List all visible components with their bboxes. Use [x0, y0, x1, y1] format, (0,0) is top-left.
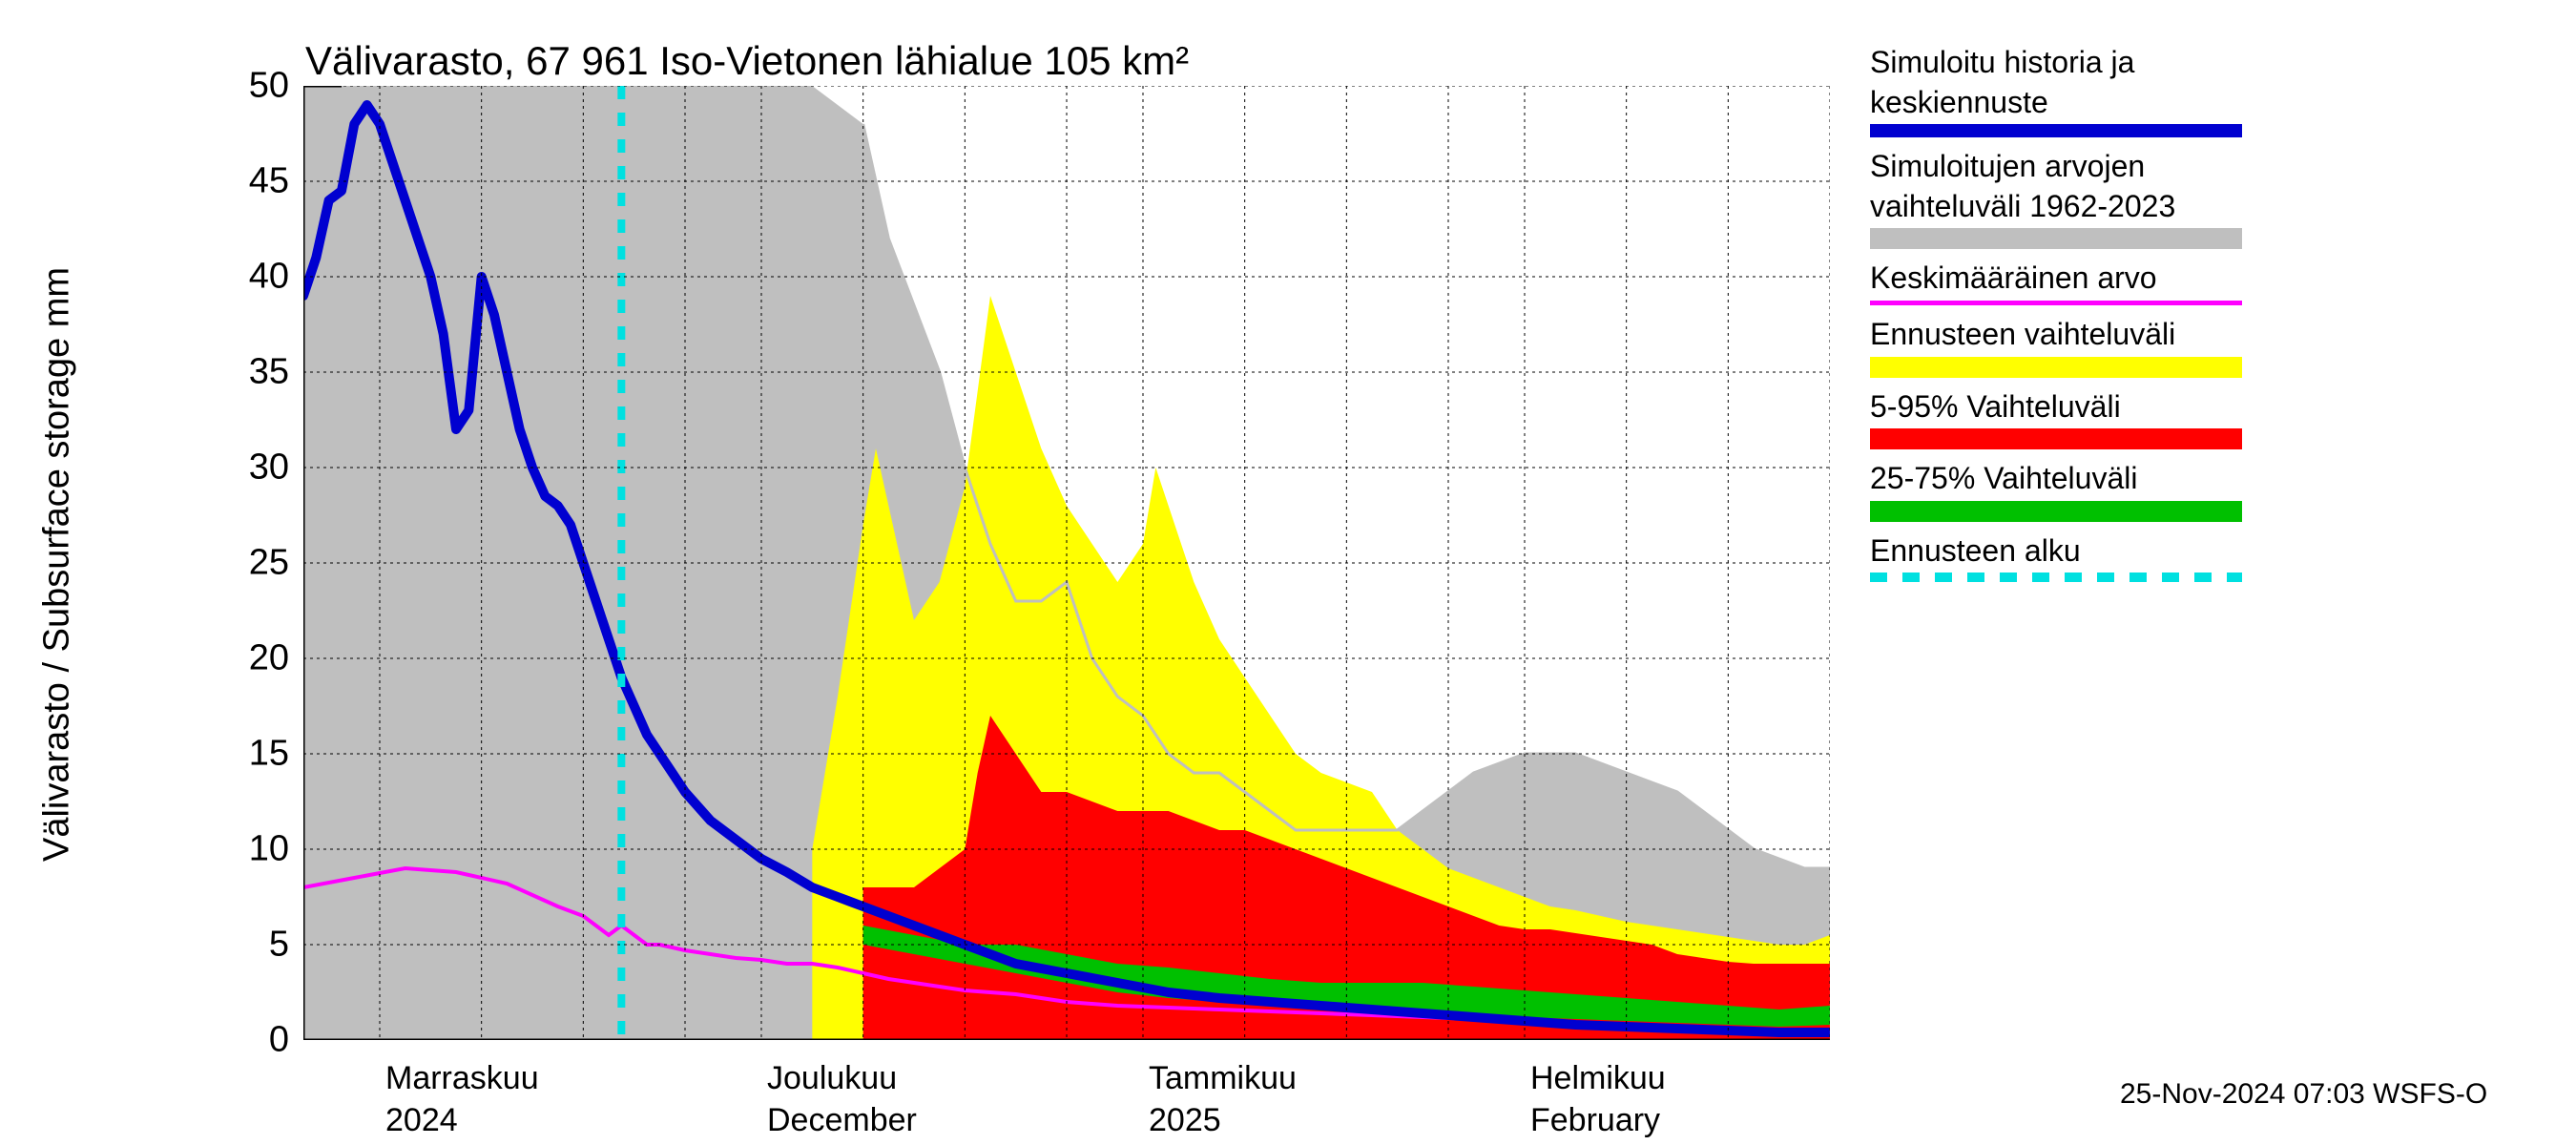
- y-axis-label: Välivarasto / Subsurface storage mm: [37, 231, 78, 899]
- legend-swatch: [1870, 428, 2242, 449]
- y-tick-label: 50: [237, 66, 289, 107]
- legend-label: Keskimääräinen arvo: [1870, 259, 2271, 299]
- legend-label: 5-95% Vaihteluväli: [1870, 387, 2271, 427]
- y-tick-label: 30: [237, 448, 289, 489]
- y-tick-label: 45: [237, 161, 289, 202]
- legend-swatch: [1870, 124, 2242, 137]
- y-tick-label: 5: [237, 925, 289, 966]
- y-tick-label: 10: [237, 829, 289, 870]
- legend: Simuloitu historia ja keskiennuste Simulo…: [1870, 43, 2271, 592]
- legend-item: Ennusteen vaihteluväli: [1870, 315, 2271, 378]
- chart-footer: 25-Nov-2024 07:03 WSFS-O: [2120, 1078, 2487, 1111]
- legend-label: Ennusteen vaihteluväli: [1870, 315, 2271, 355]
- legend-label: 25-75% Vaihteluväli: [1870, 459, 2271, 499]
- legend-item: Simuloitu historia ja keskiennuste: [1870, 43, 2271, 137]
- legend-item: Simuloitujen arvojen vaihteluväli 1962-2…: [1870, 147, 2271, 249]
- y-tick-label: 20: [237, 638, 289, 679]
- legend-label: Ennusteen alku: [1870, 531, 2271, 572]
- x-tick-label: Tammikuu2025: [1149, 1057, 1297, 1141]
- y-tick-label: 25: [237, 543, 289, 584]
- x-tick-label: HelmikuuFebruary: [1530, 1057, 1666, 1141]
- y-tick-label: 15: [237, 734, 289, 775]
- legend-item: 5-95% Vaihteluväli: [1870, 387, 2271, 450]
- chart-title: Välivarasto, 67 961 Iso-Vietonen lähialu…: [305, 38, 1189, 84]
- legend-swatch: [1870, 228, 2242, 249]
- legend-label: Simuloitu historia ja keskiennuste: [1870, 43, 2271, 122]
- legend-item: Ennusteen alku: [1870, 531, 2271, 583]
- y-tick-label: 40: [237, 257, 289, 298]
- y-tick-label: 35: [237, 352, 289, 393]
- forecast-chart: [303, 86, 1830, 1040]
- legend-item: Keskimääräinen arvo: [1870, 259, 2271, 305]
- x-tick-label: Marraskuu2024: [385, 1057, 539, 1141]
- legend-item: 25-75% Vaihteluväli: [1870, 459, 2271, 522]
- legend-swatch: [1870, 501, 2242, 522]
- legend-label: Simuloitujen arvojen vaihteluväli 1962-2…: [1870, 147, 2271, 226]
- x-tick-label: JoulukuuDecember: [767, 1057, 917, 1141]
- legend-swatch: [1870, 572, 2242, 582]
- y-tick-label: 0: [237, 1020, 289, 1061]
- legend-swatch: [1870, 357, 2242, 378]
- legend-swatch: [1870, 301, 2242, 305]
